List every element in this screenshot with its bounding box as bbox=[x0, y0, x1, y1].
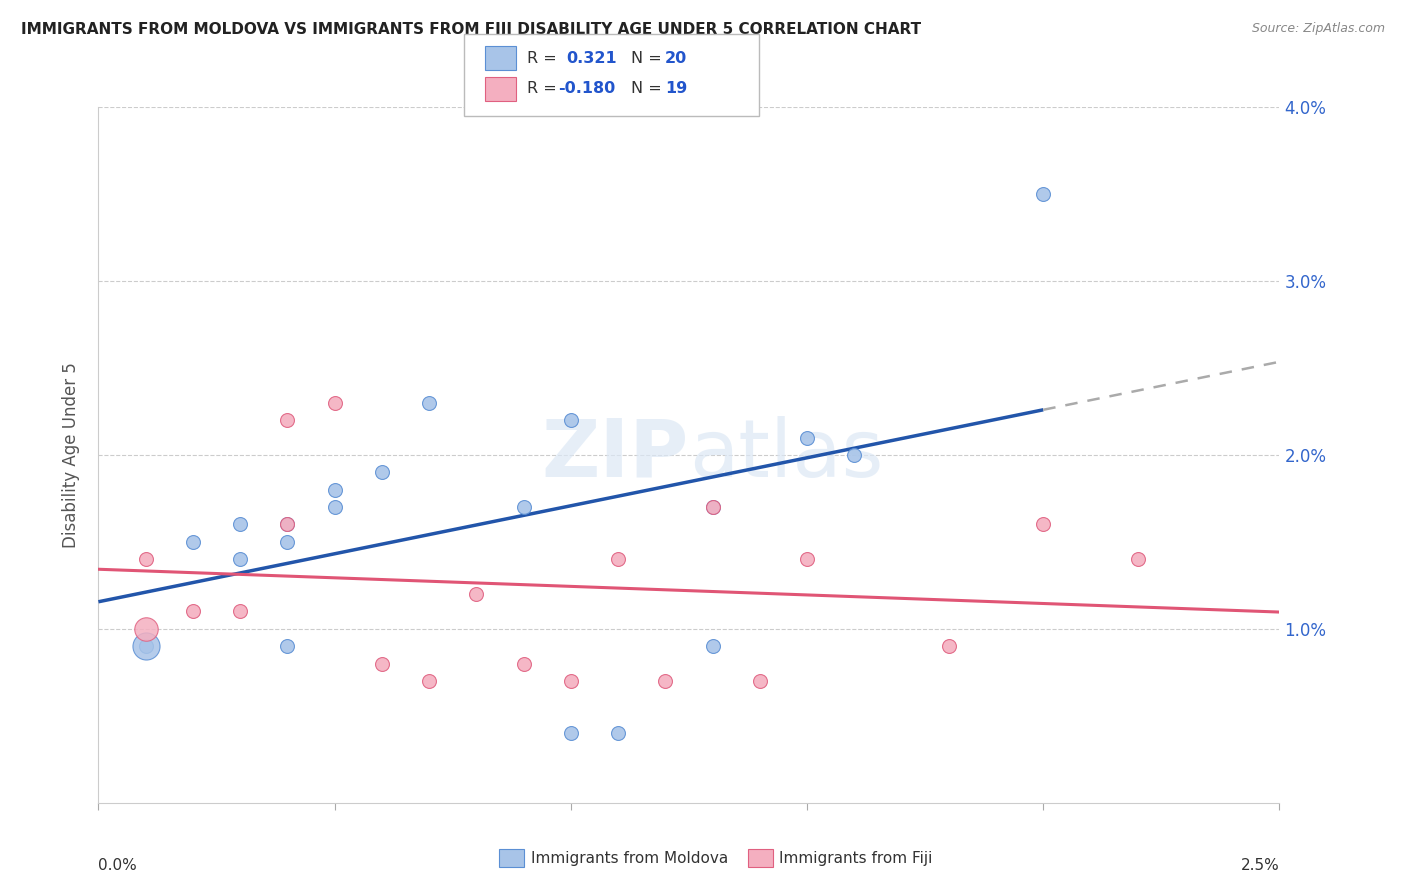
Point bbox=[276, 517, 298, 532]
Point bbox=[371, 466, 394, 480]
Point bbox=[135, 622, 157, 636]
Point bbox=[702, 639, 724, 653]
Text: atlas: atlas bbox=[689, 416, 883, 494]
Point bbox=[465, 587, 488, 601]
Text: Immigrants from Moldova: Immigrants from Moldova bbox=[531, 851, 728, 865]
Point bbox=[560, 413, 582, 427]
Point bbox=[607, 726, 630, 740]
Text: R =: R = bbox=[527, 81, 562, 96]
Point bbox=[276, 517, 298, 532]
Point bbox=[323, 483, 346, 497]
Point bbox=[607, 552, 630, 566]
Point bbox=[418, 395, 440, 409]
Text: 2.5%: 2.5% bbox=[1240, 858, 1279, 873]
Point bbox=[229, 605, 252, 619]
Point bbox=[748, 674, 770, 689]
Point bbox=[323, 500, 346, 514]
Point bbox=[512, 657, 534, 671]
Text: Immigrants from Fiji: Immigrants from Fiji bbox=[779, 851, 932, 865]
Point bbox=[796, 552, 818, 566]
Point bbox=[702, 500, 724, 514]
Text: 0.0%: 0.0% bbox=[98, 858, 138, 873]
Text: N =: N = bbox=[631, 51, 668, 66]
Text: 20: 20 bbox=[665, 51, 688, 66]
Point bbox=[276, 639, 298, 653]
Point bbox=[796, 430, 818, 444]
Point bbox=[1126, 552, 1149, 566]
Point bbox=[181, 605, 204, 619]
Point bbox=[371, 657, 394, 671]
Point bbox=[135, 639, 157, 653]
Point bbox=[229, 552, 252, 566]
Text: N =: N = bbox=[631, 81, 668, 96]
Text: ZIP: ZIP bbox=[541, 416, 689, 494]
Point bbox=[418, 674, 440, 689]
Text: 19: 19 bbox=[665, 81, 688, 96]
Text: R =: R = bbox=[527, 51, 562, 66]
Text: IMMIGRANTS FROM MOLDOVA VS IMMIGRANTS FROM FIJI DISABILITY AGE UNDER 5 CORRELATI: IMMIGRANTS FROM MOLDOVA VS IMMIGRANTS FR… bbox=[21, 22, 921, 37]
Text: -0.180: -0.180 bbox=[558, 81, 616, 96]
Point bbox=[654, 674, 676, 689]
Y-axis label: Disability Age Under 5: Disability Age Under 5 bbox=[62, 362, 80, 548]
Text: 0.321: 0.321 bbox=[567, 51, 617, 66]
Point bbox=[229, 517, 252, 532]
Point bbox=[938, 639, 960, 653]
Point bbox=[135, 552, 157, 566]
Point bbox=[1032, 186, 1054, 201]
Point bbox=[276, 413, 298, 427]
Point bbox=[560, 726, 582, 740]
Point bbox=[323, 395, 346, 409]
Point bbox=[560, 674, 582, 689]
Point bbox=[512, 500, 534, 514]
Point bbox=[844, 448, 866, 462]
Point bbox=[181, 534, 204, 549]
Point bbox=[135, 639, 157, 653]
Point bbox=[1032, 517, 1054, 532]
Point bbox=[702, 500, 724, 514]
Point bbox=[276, 534, 298, 549]
Text: Source: ZipAtlas.com: Source: ZipAtlas.com bbox=[1251, 22, 1385, 36]
